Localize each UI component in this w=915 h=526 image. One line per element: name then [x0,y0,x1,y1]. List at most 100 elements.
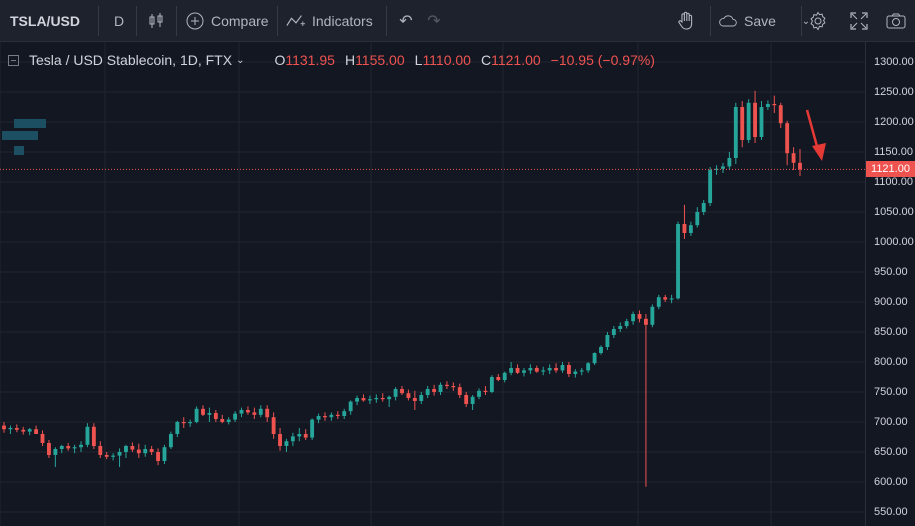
save-button[interactable]: Save ⌄ [718,0,816,42]
candle-body [194,408,199,422]
candle [271,412,276,439]
toolbar-divider [136,6,137,36]
candle-body [21,429,26,432]
candle-body [213,413,218,419]
candle [374,394,379,403]
candle [27,428,32,436]
price-tick-label: 1150.00 [874,146,913,158]
candle-body [746,102,751,140]
chevron-down-icon[interactable]: ⌄ [236,54,245,66]
candle-body [188,422,193,424]
compare-button[interactable]: Compare [185,0,269,42]
candle-body [136,449,141,454]
compare-label: Compare [211,13,269,29]
fullscreen-button[interactable] [849,0,869,42]
candle [290,432,295,446]
close-label: C [480,52,492,68]
legend-title[interactable]: Tesla / USD Stablecoin, 1D, FTX [29,52,233,68]
top-toolbar: TSLA/USD D Compare Indicators ↶ ↷ Save ⌄ [0,0,915,42]
candle [130,442,135,452]
candle-body [168,434,173,448]
price-tick-label: 550.00 [874,506,908,518]
candle [72,444,77,454]
candle-body [355,398,359,402]
candle [188,419,193,427]
candle [631,311,636,325]
candle-body [566,365,571,374]
candle-body [14,428,19,430]
settings-button[interactable] [808,0,828,42]
symbol-search-button[interactable]: TSLA/USD [10,13,80,29]
candle [573,369,578,378]
undo-button[interactable]: ↶ [396,0,416,42]
hand-tool-button[interactable] [676,0,696,42]
price-axis[interactable]: 1300.00 1250.00 1200.00 1150.00 1100.00 1050.… [865,42,915,526]
candle-body [400,389,404,394]
candle [688,221,693,236]
candle [522,368,526,377]
candle-body [201,408,205,415]
candle-body [721,166,725,169]
interval-button[interactable]: D [114,13,125,29]
snapshot-button[interactable] [886,0,906,42]
candle [541,366,546,376]
candle [239,407,244,418]
candle [136,443,141,458]
candle [316,413,321,424]
candle-body [265,408,270,418]
candle [85,423,90,448]
cloud-icon [718,11,738,31]
candle-body [40,434,45,443]
candle-body [342,411,347,416]
candle [213,410,218,422]
undo-icon: ↶ [399,13,413,30]
candle [695,207,700,228]
candle-body [310,419,315,438]
candle [701,200,706,215]
candle [746,99,751,143]
chart-legend: Tesla / USD Stablecoin, 1D, FTX ⌄ O1131.… [0,46,655,74]
candle-body [785,123,790,154]
widget-bar [2,131,38,140]
candle [676,221,680,300]
candle-body [2,425,6,430]
redo-button[interactable]: ↷ [424,0,444,42]
candlestick-series [2,90,802,487]
chart-plot-area[interactable] [0,42,865,526]
price-tick-label: 950.00 [874,266,908,278]
price-tick-label: 650.00 [874,446,908,458]
candle [644,314,648,487]
candle [457,383,462,398]
candle [220,414,225,424]
candle [618,322,623,332]
candle [515,364,520,374]
candle-body [387,396,392,400]
candle [483,386,488,395]
toolbar-divider [386,6,387,36]
fullscreen-icon [849,11,869,31]
candle [714,165,719,175]
camera-icon [886,11,906,31]
candle-body [419,395,424,401]
down-arrow-annotation[interactable] [805,109,826,161]
candle [98,441,103,458]
candle [464,392,469,407]
candle-body [111,455,116,457]
candle-body [303,434,308,438]
candle-body [708,170,713,203]
candle [201,405,205,416]
collapse-legend-icon[interactable] [8,54,19,66]
candle [156,448,160,466]
low-value: 1110.00 [422,52,471,68]
candle [624,318,629,329]
candle [489,375,494,394]
chart-style-button[interactable] [146,0,166,42]
candle [91,423,96,449]
candle [79,441,83,452]
candle [554,363,558,373]
candle [682,204,687,239]
candle [765,100,770,110]
candle [168,431,173,449]
indicators-button[interactable]: Indicators [286,0,373,42]
price-tick-label: 600.00 [874,476,908,488]
